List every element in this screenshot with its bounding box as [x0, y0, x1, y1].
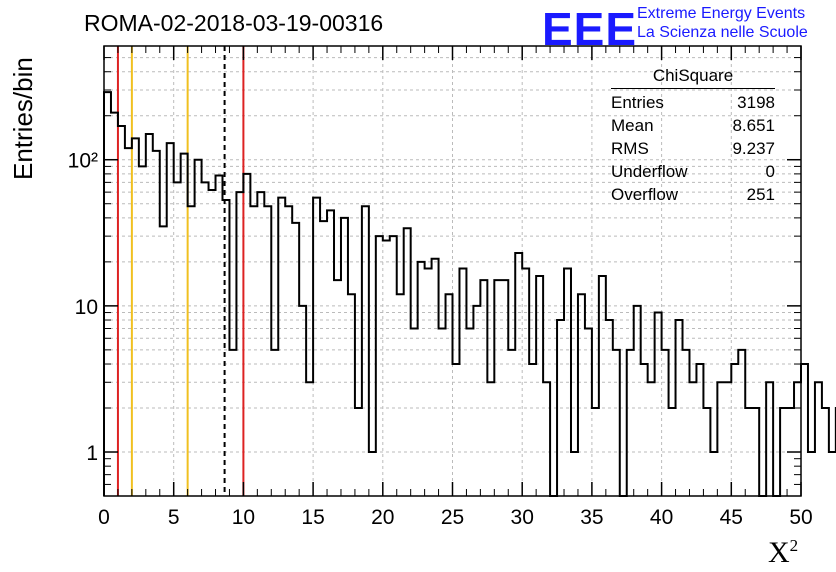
y-tick-label: 10	[75, 296, 98, 319]
x-tick-label: 5	[168, 506, 180, 529]
stats-row-rms: RMS 9.237	[611, 137, 775, 160]
x-tick-label: 25	[441, 506, 464, 529]
stats-value: 251	[746, 185, 775, 204]
x-tick-label: 30	[511, 506, 534, 529]
x-tick-label: 0	[98, 506, 110, 529]
logo-line-2: La Scienza nelle Scuole	[637, 24, 808, 41]
y-axis-label: Entries/bin	[8, 57, 38, 180]
x-axis-label: X2	[768, 536, 798, 570]
eee-logo-mark: EEE	[542, 3, 638, 55]
x-tick-label: 50	[789, 506, 812, 529]
stats-label: Overflow	[611, 185, 679, 204]
x-tick-label: 20	[371, 506, 394, 529]
stats-label: Mean	[611, 116, 654, 135]
stats-value: 0	[765, 162, 775, 181]
y-tick-label: 1	[86, 442, 98, 465]
stats-value: 9.237	[732, 139, 775, 158]
x-axis-label-sup: 2	[789, 536, 799, 555]
logo-line-1: Extreme Energy Events	[637, 5, 806, 22]
stats-row-overflow: Overflow 251	[611, 183, 775, 206]
stats-value: 8.651	[732, 116, 775, 135]
x-tick-label: 45	[720, 506, 743, 529]
x-tick-label: 15	[301, 506, 324, 529]
stats-row-entries: Entries 3198	[611, 91, 775, 114]
stats-label: RMS	[611, 139, 649, 158]
run-title: ROMA-02-2018-03-19-00316	[84, 10, 384, 36]
x-tick-label: 35	[580, 506, 603, 529]
x-tick-label: 40	[650, 506, 673, 529]
stats-row-underflow: Underflow 0	[611, 160, 775, 183]
reference-lines	[116, 46, 245, 496]
axis-ticks	[103, 45, 802, 497]
stats-value: 3198	[737, 93, 775, 112]
stats-label: Entries	[611, 93, 664, 112]
tick-labels: 0 5 10 15 20 25 30 35 40 45 50 1 10 10²	[68, 150, 813, 529]
stats-row-mean: Mean 8.651	[611, 114, 775, 137]
plot-frame	[103, 45, 802, 497]
x-axis-label-base: X	[768, 536, 790, 569]
stats-label: Underflow	[611, 162, 688, 181]
stats-box: ChiSquare Entries 3198 Mean 8.651 RMS 9.237…	[611, 66, 775, 206]
stats-title: ChiSquare	[611, 66, 775, 89]
y-tick-label: 10²	[68, 150, 98, 173]
histogram-series	[103, 91, 836, 497]
x-tick-label: 10	[232, 506, 255, 529]
